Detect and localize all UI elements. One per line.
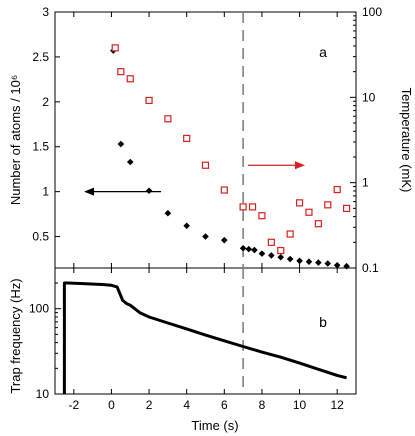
left-y-tick-label: 1.5 — [32, 140, 49, 154]
x-tick-label: 2 — [146, 398, 153, 412]
panel-a-frame-box — [54, 11, 357, 269]
left-y-tick-label: 3 — [42, 5, 49, 19]
panel-b-frame-box — [54, 267, 357, 395]
right-y-tick-label: 1 — [362, 176, 369, 190]
atom-number-point — [164, 209, 172, 217]
left-y-tick-label: 1 — [42, 185, 49, 199]
temperature-point — [239, 203, 247, 211]
x-tick-label: 10 — [293, 398, 307, 412]
atom-number-point — [333, 262, 341, 269]
atom-number-point — [277, 253, 285, 261]
temperature-point — [277, 246, 285, 255]
panel-b-letter: b — [319, 314, 327, 330]
panel-a-ticks: 0.5 1 1.5 2 2.5 3 0.1 1 10 100 — [32, 5, 382, 275]
temperature-point — [258, 212, 266, 220]
atom-number-point — [251, 246, 258, 254]
x-tick-label: 12 — [331, 398, 345, 412]
temperature-point — [314, 220, 322, 228]
atom-number-point — [202, 233, 209, 240]
atom-number-point — [245, 245, 253, 253]
atom-number-point — [258, 250, 266, 257]
left-y-tick-label: 2 — [42, 95, 49, 109]
temperature-point — [333, 185, 341, 194]
atom-number-point — [343, 262, 350, 270]
temperature-point — [286, 230, 294, 238]
temperature-point — [220, 186, 228, 194]
panel-b-marks — [62, 268, 347, 394]
left-y-tick-label: 2.5 — [32, 50, 49, 64]
panel-a-frame — [54, 11, 357, 269]
b-y-tick-label: 100 — [29, 302, 49, 316]
left-y-tick-label: 0.5 — [32, 230, 49, 244]
panel-a-letter: a — [319, 44, 327, 60]
temperature-point — [201, 161, 210, 169]
atom-number-point — [286, 255, 294, 263]
x-tick-label: 0 — [108, 398, 115, 412]
left-y-axis-label: Number of atoms / 10⁶ — [8, 75, 23, 205]
temperature-point — [305, 208, 313, 216]
panel-b-frame — [54, 267, 357, 395]
right-y-tick-label: 10 — [362, 90, 376, 104]
x-tick-label: 4 — [183, 398, 190, 412]
temperature-point — [126, 75, 134, 83]
temperature-point — [267, 238, 275, 246]
panel-b-ticks: -2 0 2 4 6 8 10 12 10 100 — [29, 267, 345, 412]
temperature-point — [324, 201, 332, 209]
atom-number-point — [183, 222, 190, 230]
atom-number-point — [296, 257, 303, 265]
b-y-axis-label: Trap frequency (Hz) — [8, 278, 23, 393]
panel-a-marks — [84, 12, 351, 270]
temperature-point — [164, 115, 172, 123]
atom-number-point — [126, 158, 134, 166]
atom-number-point — [315, 259, 322, 266]
temperature-point — [145, 96, 153, 105]
atom-number-point — [221, 236, 228, 244]
right-arrow-head — [295, 161, 305, 170]
temperature-point — [248, 203, 257, 211]
temperature-point — [295, 199, 304, 207]
x-tick-label: -2 — [68, 398, 79, 412]
x-tick-label: 6 — [221, 398, 228, 412]
atom-number-point — [239, 244, 247, 252]
atom-number-point — [117, 140, 125, 148]
temperature-point — [183, 134, 191, 143]
temperature-point — [342, 204, 351, 212]
temperature-point — [117, 68, 125, 76]
right-y-tick-label: 100 — [362, 5, 382, 19]
right-y-tick-label: 0.1 — [362, 261, 379, 275]
temperature-point — [111, 44, 119, 52]
atom-number-point — [305, 258, 313, 266]
atom-number-point — [268, 252, 275, 259]
right-y-axis-label: Temperature (mK) — [399, 88, 414, 193]
b-y-tick-label: 10 — [36, 387, 50, 401]
atom-number-point — [324, 260, 332, 267]
x-tick-label: 8 — [259, 398, 266, 412]
x-axis-label: Time (s) — [191, 418, 238, 433]
left-arrow-head — [84, 187, 94, 196]
trap-frequency-line — [62, 281, 347, 394]
atom-number-point — [145, 187, 153, 195]
